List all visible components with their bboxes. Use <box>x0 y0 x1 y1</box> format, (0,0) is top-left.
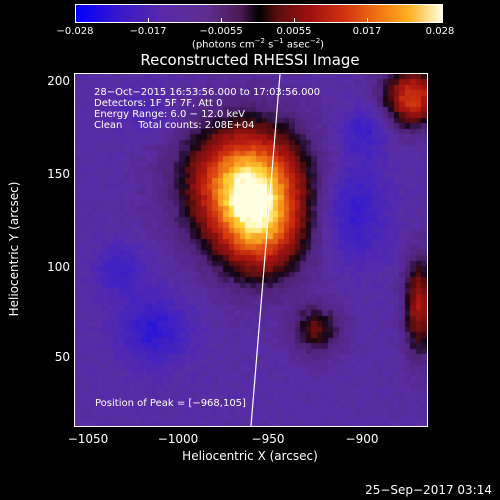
y-tick-label: 200 <box>47 74 70 88</box>
colorbar <box>75 4 443 23</box>
colorbar-tick-label: −0.028 <box>56 26 94 37</box>
colorbar-tick-label: −0.0055 <box>199 26 243 37</box>
colorbar-tick-label: 0.028 <box>425 26 455 37</box>
limb-overlay <box>250 74 281 426</box>
colorbar-tick-mark <box>75 18 76 22</box>
colorbar-unit-label: (photons cm−2 s−1 asec−2) <box>191 37 325 51</box>
colorbar-tick-label: 0.017 <box>352 26 382 37</box>
generation-timestamp: 25−Sep−2017 03:14 <box>365 483 492 497</box>
reconstructed-image <box>75 74 427 426</box>
info-time-range: 28−Oct−2015 16:53:56.000 to 17:03:56.000 <box>94 87 321 98</box>
colorbar-tick-mark <box>367 18 368 22</box>
colorbar-tick-mark <box>440 18 441 22</box>
x-axis-label: Heliocentric X (arcsec) <box>182 449 318 463</box>
colorbar-tick-label: −0.017 <box>129 26 167 37</box>
y-tick-label: 100 <box>47 260 70 274</box>
colorbar-tick-label: 0.0055 <box>276 26 312 37</box>
x-tick-label: −900 <box>345 432 379 446</box>
y-tick-label: 150 <box>47 167 70 181</box>
info-energy-range: Energy Range: 6.0 − 12.0 keV <box>94 109 245 120</box>
y-axis-label: Heliocentric Y (arcsec) <box>7 181 21 317</box>
x-tick-label: −1000 <box>157 432 199 446</box>
colorbar-tick-mark <box>148 18 149 22</box>
peak-position-label: Position of Peak = [−968,105] <box>95 398 246 409</box>
plot-title: Reconstructed RHESSI Image <box>140 51 360 69</box>
info-total-counts: Clean Total counts: 2.08E+04 <box>94 120 255 131</box>
solar-limb-line <box>250 74 281 426</box>
info-detectors: Detectors: 1F 5F 7F, Att 0 <box>94 98 223 109</box>
x-tick-label: −1050 <box>67 432 109 446</box>
x-tick-label: −950 <box>251 432 285 446</box>
colorbar-tick-mark <box>221 18 222 22</box>
colorbar-tick-mark <box>294 18 295 22</box>
rhessi-image-panel: 28−Oct−2015 16:53:56.000 to 17:03:56.000… <box>74 73 428 427</box>
y-tick-label: 50 <box>54 350 70 364</box>
